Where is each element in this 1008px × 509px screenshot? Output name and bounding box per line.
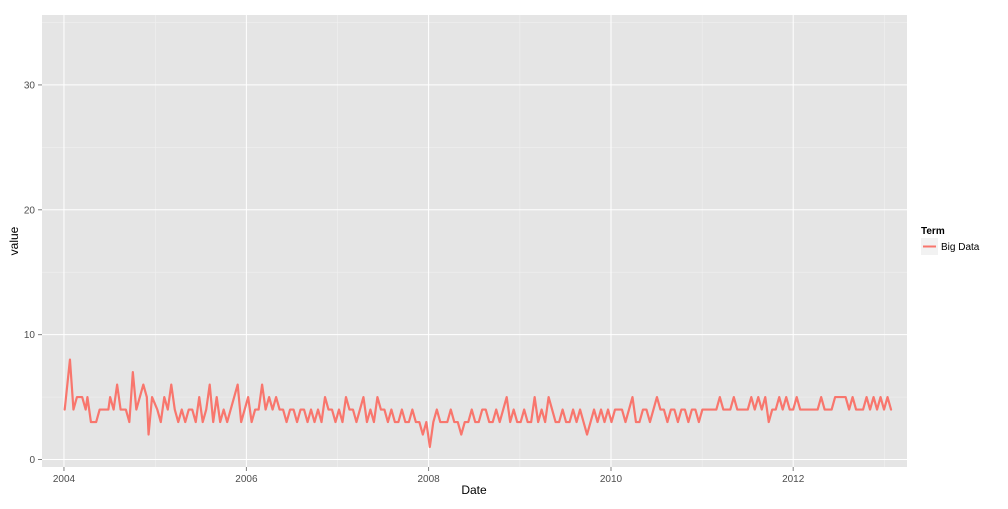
y-tick-label: 10 — [24, 330, 36, 341]
y-tick-label: 0 — [29, 455, 35, 466]
x-axis-title: Date — [461, 483, 487, 497]
x-axis: 2004 2006 2008 2010 2012 — [53, 467, 805, 485]
x-tick-label: 2012 — [782, 474, 805, 485]
y-tick-label: 30 — [24, 80, 36, 91]
legend-label: Big Data — [941, 242, 980, 253]
series-layer — [63, 358, 893, 449]
y-axis: 0 10 20 30 — [24, 80, 42, 466]
legend: Term Big Data — [921, 226, 980, 255]
plot-panel — [42, 15, 907, 467]
y-tick-label: 20 — [24, 205, 36, 216]
x-tick-label: 2004 — [53, 474, 76, 485]
x-tick-label: 2006 — [235, 474, 258, 485]
y-axis-title: value — [7, 226, 21, 255]
legend-title: Term — [921, 226, 945, 237]
x-tick-label: 2010 — [600, 474, 623, 485]
gridlines — [42, 15, 907, 467]
x-tick-label: 2008 — [417, 474, 440, 485]
series-line-big-data — [63, 358, 893, 449]
